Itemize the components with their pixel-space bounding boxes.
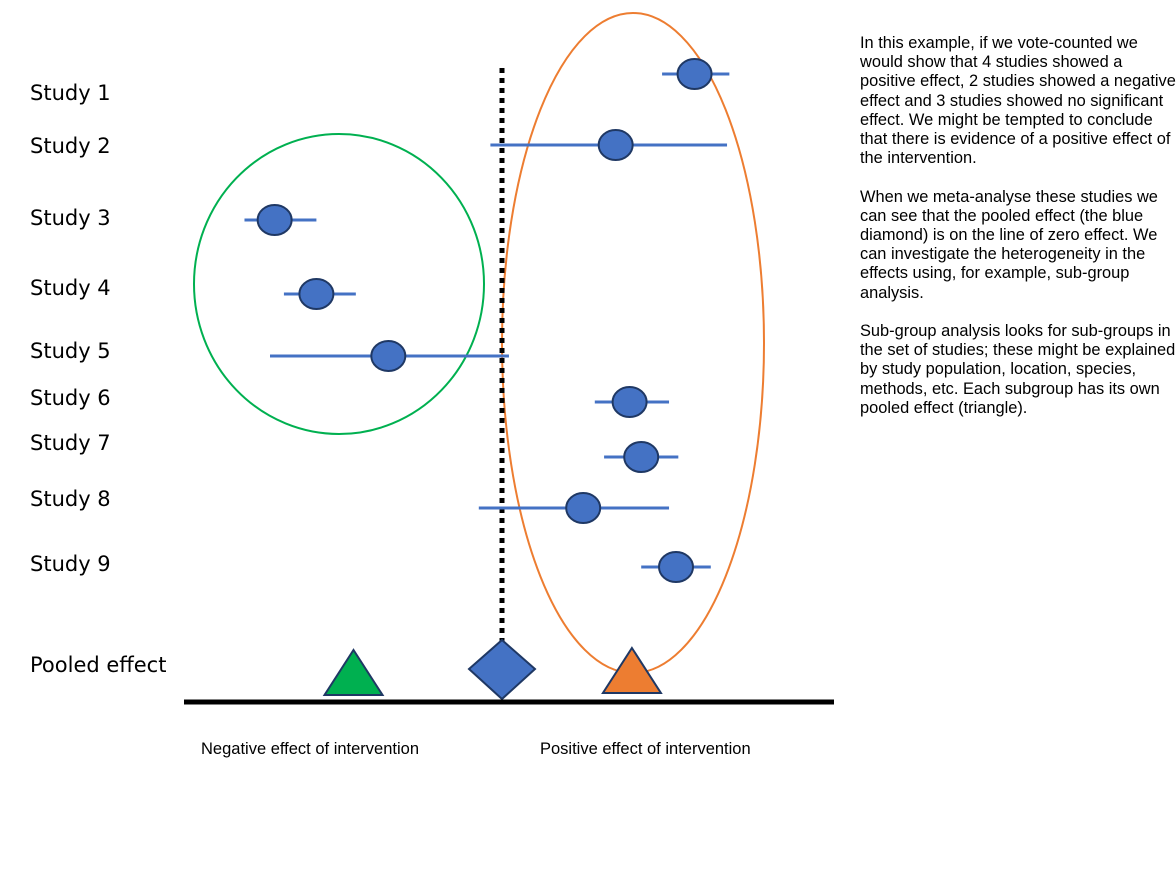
overall-pooled-diamond	[467, 638, 537, 701]
effect-estimate-marker	[565, 492, 602, 524]
study-label: Study 4	[30, 276, 111, 300]
forest-plot: Study 1 Study 2 Study 3 Study 4 Study 5 Study…	[30, 12, 834, 758]
positive-effect-label: Positive effect of intervention	[540, 740, 751, 758]
positive-subgroup-ellipse	[501, 12, 765, 674]
effect-estimate-marker	[611, 386, 648, 418]
explanation-paragraph: Sub-group analysis looks for sub-groups …	[860, 322, 1176, 417]
explanation-paragraph: When we meta-analyse these studies we ca…	[860, 187, 1158, 302]
study-label: Study 5	[30, 339, 111, 363]
pooled-effect-label: Pooled effect	[30, 653, 166, 677]
study-label: Study 7	[30, 431, 111, 455]
study-label: Study 6	[30, 386, 111, 410]
study-label: Study 3	[30, 206, 111, 230]
negative-subgroup-pooled-triangle	[322, 648, 385, 696]
negative-effect-label: Negative effect of intervention	[201, 740, 419, 758]
study-rows: Study 1 Study 2 Study 3 Study 4 Study 5 Study…	[30, 58, 730, 583]
effect-estimate-marker	[298, 278, 335, 310]
study-label: Study 9	[30, 552, 111, 576]
effect-estimate-marker	[623, 441, 660, 473]
explanation-paragraph: In this example, if we vote-counted we w…	[860, 34, 1176, 168]
study-label: Study 1	[30, 81, 111, 105]
negative-subgroup-circle	[193, 133, 485, 435]
effect-estimate-marker	[256, 204, 293, 236]
study-label: Study 8	[30, 487, 111, 511]
effect-estimate-marker	[597, 129, 634, 161]
effect-estimate-marker	[370, 340, 407, 372]
effect-estimate-marker	[658, 551, 694, 583]
effect-estimate-marker	[676, 58, 713, 90]
positive-subgroup-pooled-triangle	[601, 646, 663, 694]
study-label: Study 2	[30, 134, 111, 158]
explanation-text: In this example, if we vote-counted we w…	[860, 34, 1176, 437]
